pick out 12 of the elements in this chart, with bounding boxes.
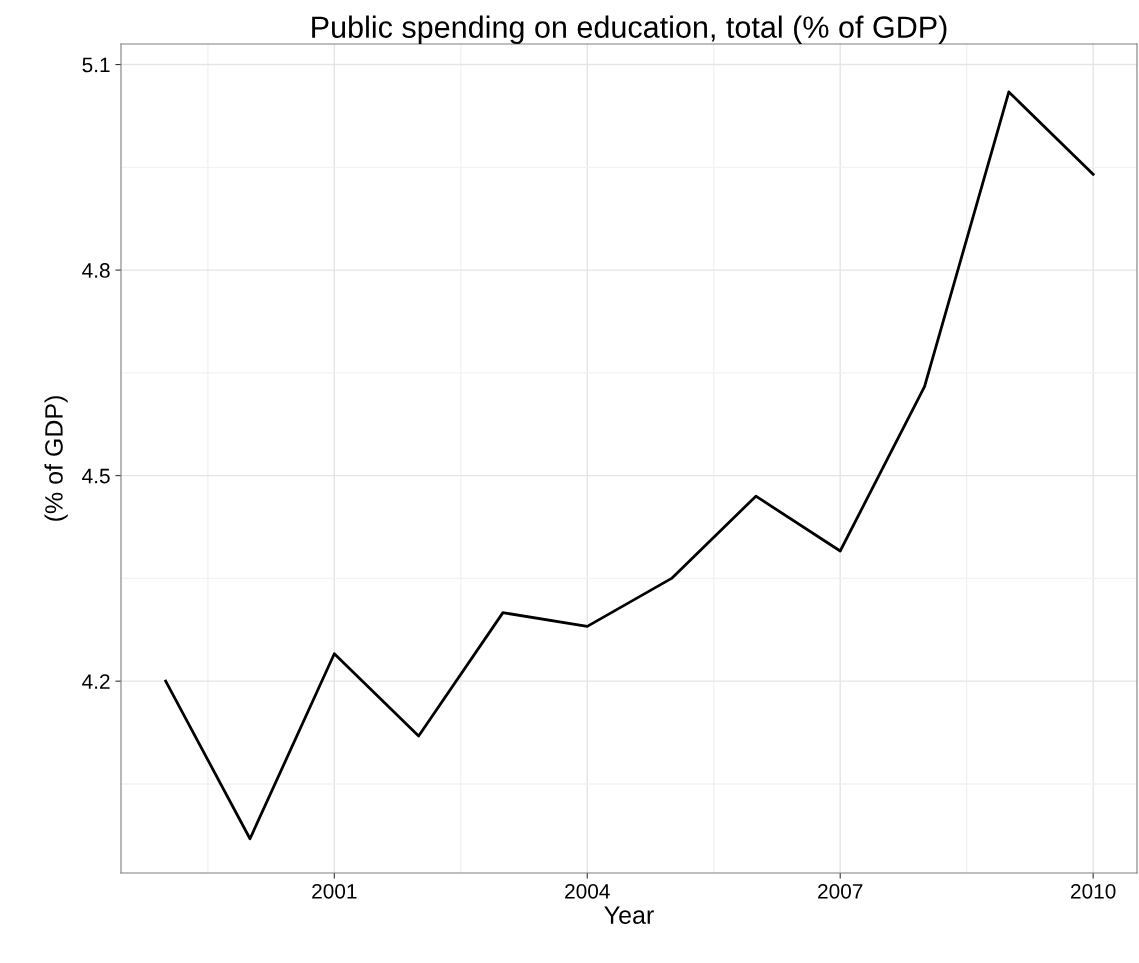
y-tick-label: 4.8	[82, 263, 110, 278]
y-axis-title: (% of GDP)	[44, 396, 68, 521]
x-tick-label: 2004	[565, 883, 610, 899]
y-tick-label: 4.5	[82, 468, 110, 484]
x-tick-label: 2007	[818, 883, 863, 899]
line-series	[164, 90, 1095, 841]
y-tick-label: 4.2	[82, 674, 110, 689]
x-tick-label: 2010	[1071, 883, 1116, 899]
chart-title: Public spending on education, total (% of GDP)	[312, 15, 947, 44]
x-tick-label: 2001	[312, 883, 357, 899]
x-axis-title: Year	[604, 906, 654, 924]
y-tick-label: 5.1	[82, 57, 110, 73]
